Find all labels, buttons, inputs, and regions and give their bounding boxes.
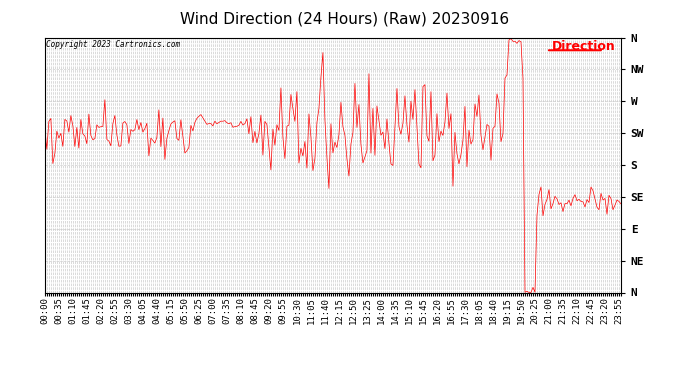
Text: Wind Direction (24 Hours) (Raw) 20230916: Wind Direction (24 Hours) (Raw) 20230916 (181, 11, 509, 26)
Text: Copyright 2023 Cartronics.com: Copyright 2023 Cartronics.com (46, 40, 180, 49)
Text: Direction: Direction (551, 40, 615, 53)
